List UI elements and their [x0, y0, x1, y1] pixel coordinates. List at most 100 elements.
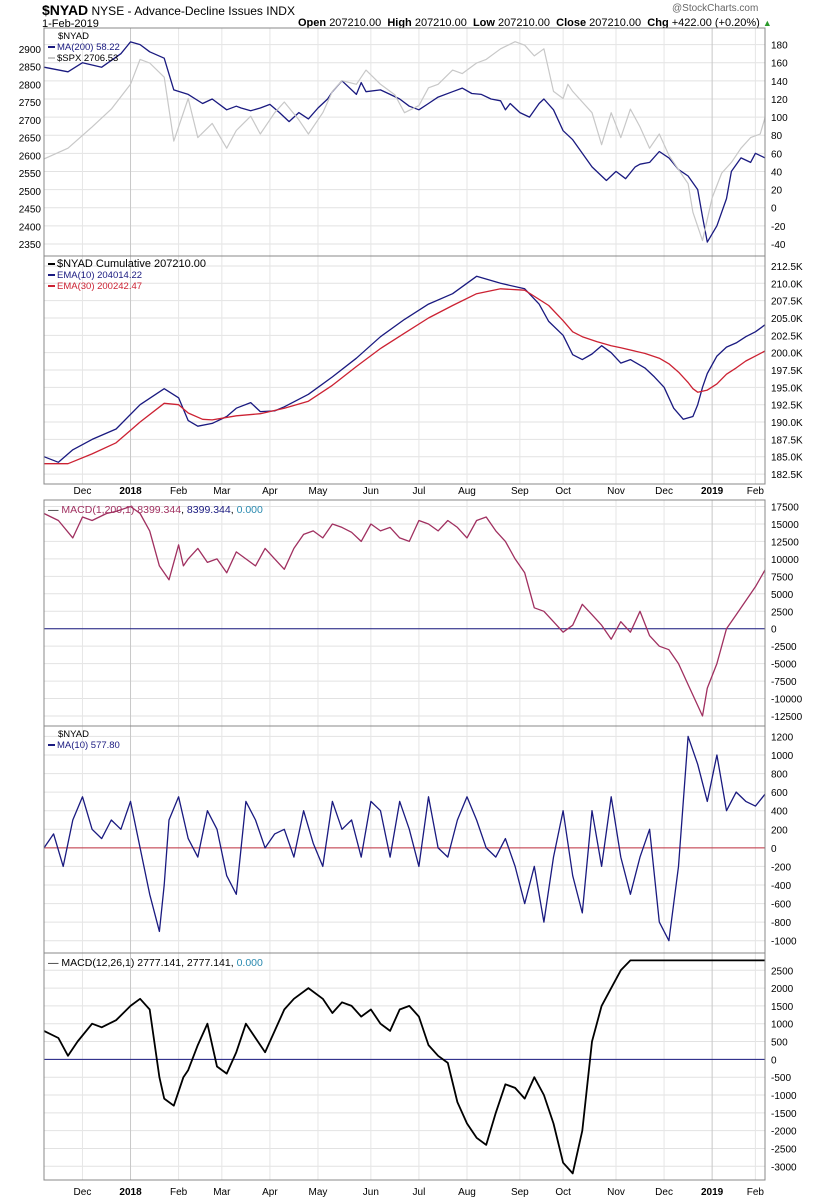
x-tick-label: 2018 — [119, 1187, 142, 1198]
y-tick-label: 1000 — [771, 751, 794, 762]
panel-frame — [43, 255, 766, 485]
x-tick-label: Jul — [413, 486, 426, 497]
ohlc-readout: Open 207210.00 High 207210.00 Low 207210… — [298, 17, 772, 29]
y-tick-label: 0 — [771, 844, 777, 855]
y-tick-label: 197.5K — [771, 366, 803, 377]
legend-entry: MA(10) 577.80 — [57, 740, 120, 751]
close-value: 207210.00 — [589, 17, 642, 29]
y-tick-label: 195.0K — [771, 383, 803, 394]
y-tick-label: 1200 — [771, 732, 794, 743]
y-tick-label: 0 — [771, 1055, 777, 1066]
panel-3: -12500 -10000 -7500 -5000 -2500 0 2500 5000 7500… — [43, 499, 803, 727]
y-tick-label: 600 — [771, 788, 788, 799]
x-tick-label: Oct — [555, 1187, 571, 1198]
legend-entry: 8399.344 — [187, 504, 231, 516]
y-tick-label: 5000 — [771, 590, 794, 601]
y-tick-label: -600 — [771, 900, 791, 911]
y-tick-label: 140 — [771, 77, 788, 88]
y-tick-label: 80 — [771, 131, 783, 142]
y-tick-label: -5000 — [771, 660, 797, 671]
y-tick-label: -1500 — [771, 1109, 797, 1120]
description: NYSE - Advance-Decline Issues — [91, 4, 263, 18]
series-line-spx — [43, 41, 766, 242]
y-tick-label: 207.5K — [771, 297, 803, 308]
y-left-tick-label: 2600 — [19, 151, 42, 162]
y-tick-label: -200 — [771, 862, 791, 873]
legend-entry: , — [231, 957, 237, 969]
y-tick-label: 7500 — [771, 572, 794, 583]
exchange: INDX — [266, 4, 295, 18]
panel-background — [44, 28, 765, 256]
y-tick-label: 10000 — [771, 555, 799, 566]
y-tick-label: -20 — [771, 222, 786, 233]
series-line-macd1 — [43, 505, 766, 717]
y-left-tick-label: 2500 — [19, 187, 42, 198]
y-tick-label: -12500 — [771, 712, 803, 723]
y-tick-label: -7500 — [771, 677, 797, 688]
y-tick-label: -3000 — [771, 1162, 797, 1173]
y-tick-label: 210.0K — [771, 279, 803, 290]
y-tick-label: 200.0K — [771, 349, 803, 360]
legend-entry: 0.000 — [237, 504, 263, 516]
series-line-ema10 — [43, 275, 766, 463]
open-value: 207210.00 — [329, 17, 382, 29]
legend-entry: $NYAD Cumulative 207210.00 — [57, 258, 206, 270]
legend-entry: , — [181, 957, 187, 969]
y-tick-label: 500 — [771, 1038, 788, 1049]
y-tick-label: -1000 — [771, 1091, 797, 1102]
y-tick-label: -400 — [771, 881, 791, 892]
panel-4: -1000 -800 -600 -400 -200 0 200 400 600 800 1000 12… — [43, 725, 797, 954]
change-value: +422.00 (+0.20%) — [671, 17, 760, 29]
y-tick-label: 400 — [771, 807, 788, 818]
legend-marker: — — [48, 504, 61, 516]
y-tick-label: 180 — [771, 41, 788, 52]
y-tick-label: 160 — [771, 59, 788, 70]
y-tick-label: 205.0K — [771, 314, 803, 325]
up-arrow-icon: ▲ — [762, 18, 772, 28]
y-tick-label: 192.5K — [771, 401, 803, 412]
y-tick-label: 187.5K — [771, 435, 803, 446]
watermark: @StockCharts.com — [672, 3, 759, 14]
legend-marker: — — [48, 957, 61, 969]
legend-entry: $SPX 2706.53 — [57, 53, 118, 64]
x-tick-label: 2019 — [701, 1187, 724, 1198]
series-line-ma200 — [43, 41, 766, 243]
y-tick-label: 0 — [771, 204, 777, 215]
legend-entry: , — [231, 504, 237, 516]
x-tick-label: Dec — [655, 1187, 673, 1198]
x-tick-label: Jun — [363, 1187, 379, 1198]
x-tick-label: Feb — [747, 486, 765, 497]
legend-entry: 0.000 — [237, 957, 263, 969]
y-tick-label: 1000 — [771, 1020, 794, 1031]
panel-background — [44, 953, 765, 1180]
legend-entry: MACD(1,200,1) — [61, 504, 137, 516]
y-tick-label: 182.5K — [771, 470, 803, 481]
y-tick-label: 2500 — [771, 966, 794, 977]
y-tick-label: -500 — [771, 1073, 791, 1084]
x-tick-label: Nov — [607, 486, 625, 497]
y-tick-label: 17500 — [771, 502, 799, 513]
y-tick-label: 2000 — [771, 984, 794, 995]
x-tick-label: Feb — [170, 486, 188, 497]
y-left-tick-label: 2750 — [19, 98, 42, 109]
y-tick-label: 202.5K — [771, 331, 803, 342]
y-tick-label: -1000 — [771, 937, 797, 948]
legend: — MACD(12,26,1) 2777.141, 2777.141, 0.00… — [48, 957, 263, 969]
legend: — MACD(1,200,1) 8399.344, 8399.344, 0.00… — [48, 504, 263, 516]
y-tick-label: 20 — [771, 186, 783, 197]
series-line-ma10 — [43, 735, 766, 942]
x-tick-label: Jun — [363, 486, 379, 497]
x-tick-label: Dec — [655, 486, 673, 497]
x-tick-label: Jul — [413, 1187, 426, 1198]
legend-entry: 2777.141 — [187, 957, 231, 969]
y-left-tick-label: 2350 — [19, 240, 42, 251]
y-left-tick-label: 2650 — [19, 134, 42, 145]
date: 1-Feb-2019 — [42, 18, 99, 30]
y-tick-label: 1500 — [771, 1002, 794, 1013]
series-line-macd12 — [43, 959, 765, 1175]
x-tick-label: Apr — [262, 1187, 278, 1198]
y-tick-label: 40 — [771, 167, 783, 178]
legend-entry: $NYAD — [58, 31, 89, 42]
x-tick-label: Mar — [213, 486, 231, 497]
